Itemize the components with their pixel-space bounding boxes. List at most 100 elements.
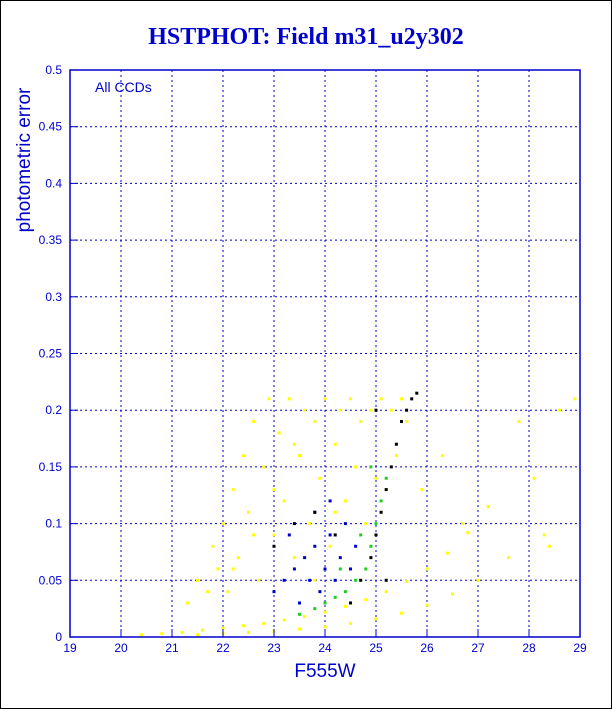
data-point-yellow — [303, 408, 307, 412]
data-point-blue — [282, 578, 286, 582]
data-point-yellow — [272, 533, 276, 537]
data-point-yellow — [313, 578, 317, 582]
data-point-yellow — [282, 618, 286, 622]
y-tick-label: 0.2 — [45, 403, 62, 417]
data-point-yellow — [405, 420, 409, 424]
data-point-yellow — [364, 522, 368, 526]
x-tick-label: 28 — [522, 641, 536, 655]
data-point-yellow — [298, 454, 301, 458]
data-point-green — [374, 522, 378, 526]
data-point-yellow — [374, 476, 378, 480]
data-point-yellow — [323, 610, 327, 614]
data-point-yellow — [241, 624, 245, 628]
annotation-label: All CCDs — [95, 79, 152, 95]
data-point-green — [359, 533, 363, 537]
data-point-green — [354, 578, 358, 582]
data-point-yellow — [400, 397, 403, 401]
x-tick-label: 25 — [369, 641, 383, 655]
data-point-yellow — [221, 522, 225, 526]
x-tick-label: 20 — [114, 641, 128, 655]
data-point-yellow — [425, 603, 429, 607]
data-point-yellow — [369, 408, 373, 412]
data-point-black — [292, 522, 296, 526]
data-point-yellow — [180, 630, 184, 634]
data-point-yellow — [277, 431, 281, 435]
data-point-yellow — [206, 590, 210, 594]
data-point-black — [400, 420, 403, 424]
data-point-yellow — [226, 590, 230, 594]
data-point-green — [323, 601, 327, 605]
data-point-green — [313, 607, 317, 611]
data-point-yellow — [292, 556, 296, 560]
data-point-black — [389, 465, 393, 469]
data-point-yellow — [359, 420, 363, 424]
x-tick-label: 29 — [573, 641, 587, 655]
chart-title: HSTPHOT: Field m31_u2y302 — [148, 24, 464, 50]
data-point-yellow — [476, 578, 480, 582]
data-point-yellow — [221, 626, 225, 630]
data-point-blue — [313, 544, 317, 548]
data-point-green — [298, 612, 301, 616]
data-point-yellow — [364, 598, 368, 602]
data-point-black — [374, 408, 378, 412]
data-point-black — [394, 442, 398, 446]
data-point-yellow — [303, 615, 307, 619]
data-point-yellow — [486, 505, 490, 509]
data-point-yellow — [139, 633, 143, 637]
data-point-yellow — [216, 567, 220, 571]
data-point-yellow — [231, 567, 235, 571]
data-point-yellow — [308, 522, 312, 526]
data-point-yellow — [252, 533, 256, 537]
data-point-yellow — [343, 499, 347, 503]
data-point-yellow — [542, 533, 546, 537]
data-point-yellow — [282, 499, 286, 503]
x-tick-label: 24 — [318, 641, 332, 655]
data-point-black — [369, 556, 373, 560]
data-point-black — [374, 533, 378, 537]
data-point-black — [272, 544, 276, 548]
data-point-green — [364, 567, 368, 571]
data-point-black — [313, 510, 317, 514]
data-point-black — [384, 578, 388, 582]
data-point-yellow — [354, 465, 358, 469]
x-tick-label: 26 — [420, 641, 434, 655]
data-point-yellow — [196, 578, 199, 582]
data-point-yellow — [160, 632, 164, 636]
data-points — [139, 391, 577, 637]
data-point-black — [333, 533, 337, 537]
data-point-yellow — [196, 633, 199, 637]
y-tick-label: 0.05 — [39, 573, 63, 587]
data-point-yellow — [349, 397, 352, 401]
data-point-blue — [287, 533, 291, 537]
y-tick-label: 0.15 — [39, 460, 63, 474]
y-tick-label: 0.5 — [45, 63, 62, 77]
data-point-yellow — [405, 579, 409, 583]
y-tick-label: 0.3 — [45, 290, 62, 304]
y-tick-label: 0.4 — [45, 176, 62, 190]
data-point-black — [410, 397, 414, 401]
data-point-yellow — [532, 476, 536, 480]
data-point-yellow — [547, 544, 551, 548]
data-point-yellow — [241, 454, 245, 458]
data-point-blue — [354, 544, 358, 548]
data-point-yellow — [349, 621, 352, 625]
axis-ticks: 19 20 21 22 23 24 25 26 27 28 29 0 0.05 0.1 0.15 0.2 0.2… — [39, 63, 587, 655]
data-point-yellow — [236, 556, 240, 560]
y-tick-label: 0 — [55, 630, 62, 644]
data-point-blue — [298, 601, 301, 605]
data-point-blue — [318, 590, 322, 594]
data-point-yellow — [445, 551, 449, 555]
data-point-green — [343, 590, 347, 594]
data-point-yellow — [257, 578, 261, 582]
data-point-yellow — [573, 397, 577, 401]
data-point-blue — [308, 578, 312, 582]
data-point-yellow — [507, 556, 511, 560]
data-point-yellow — [384, 590, 388, 594]
data-point-yellow — [262, 465, 266, 469]
data-point-blue — [272, 590, 276, 594]
data-point-green — [338, 567, 342, 571]
data-point-blue — [323, 567, 327, 571]
data-point-yellow — [267, 397, 271, 401]
x-tick-label: 22 — [216, 641, 230, 655]
